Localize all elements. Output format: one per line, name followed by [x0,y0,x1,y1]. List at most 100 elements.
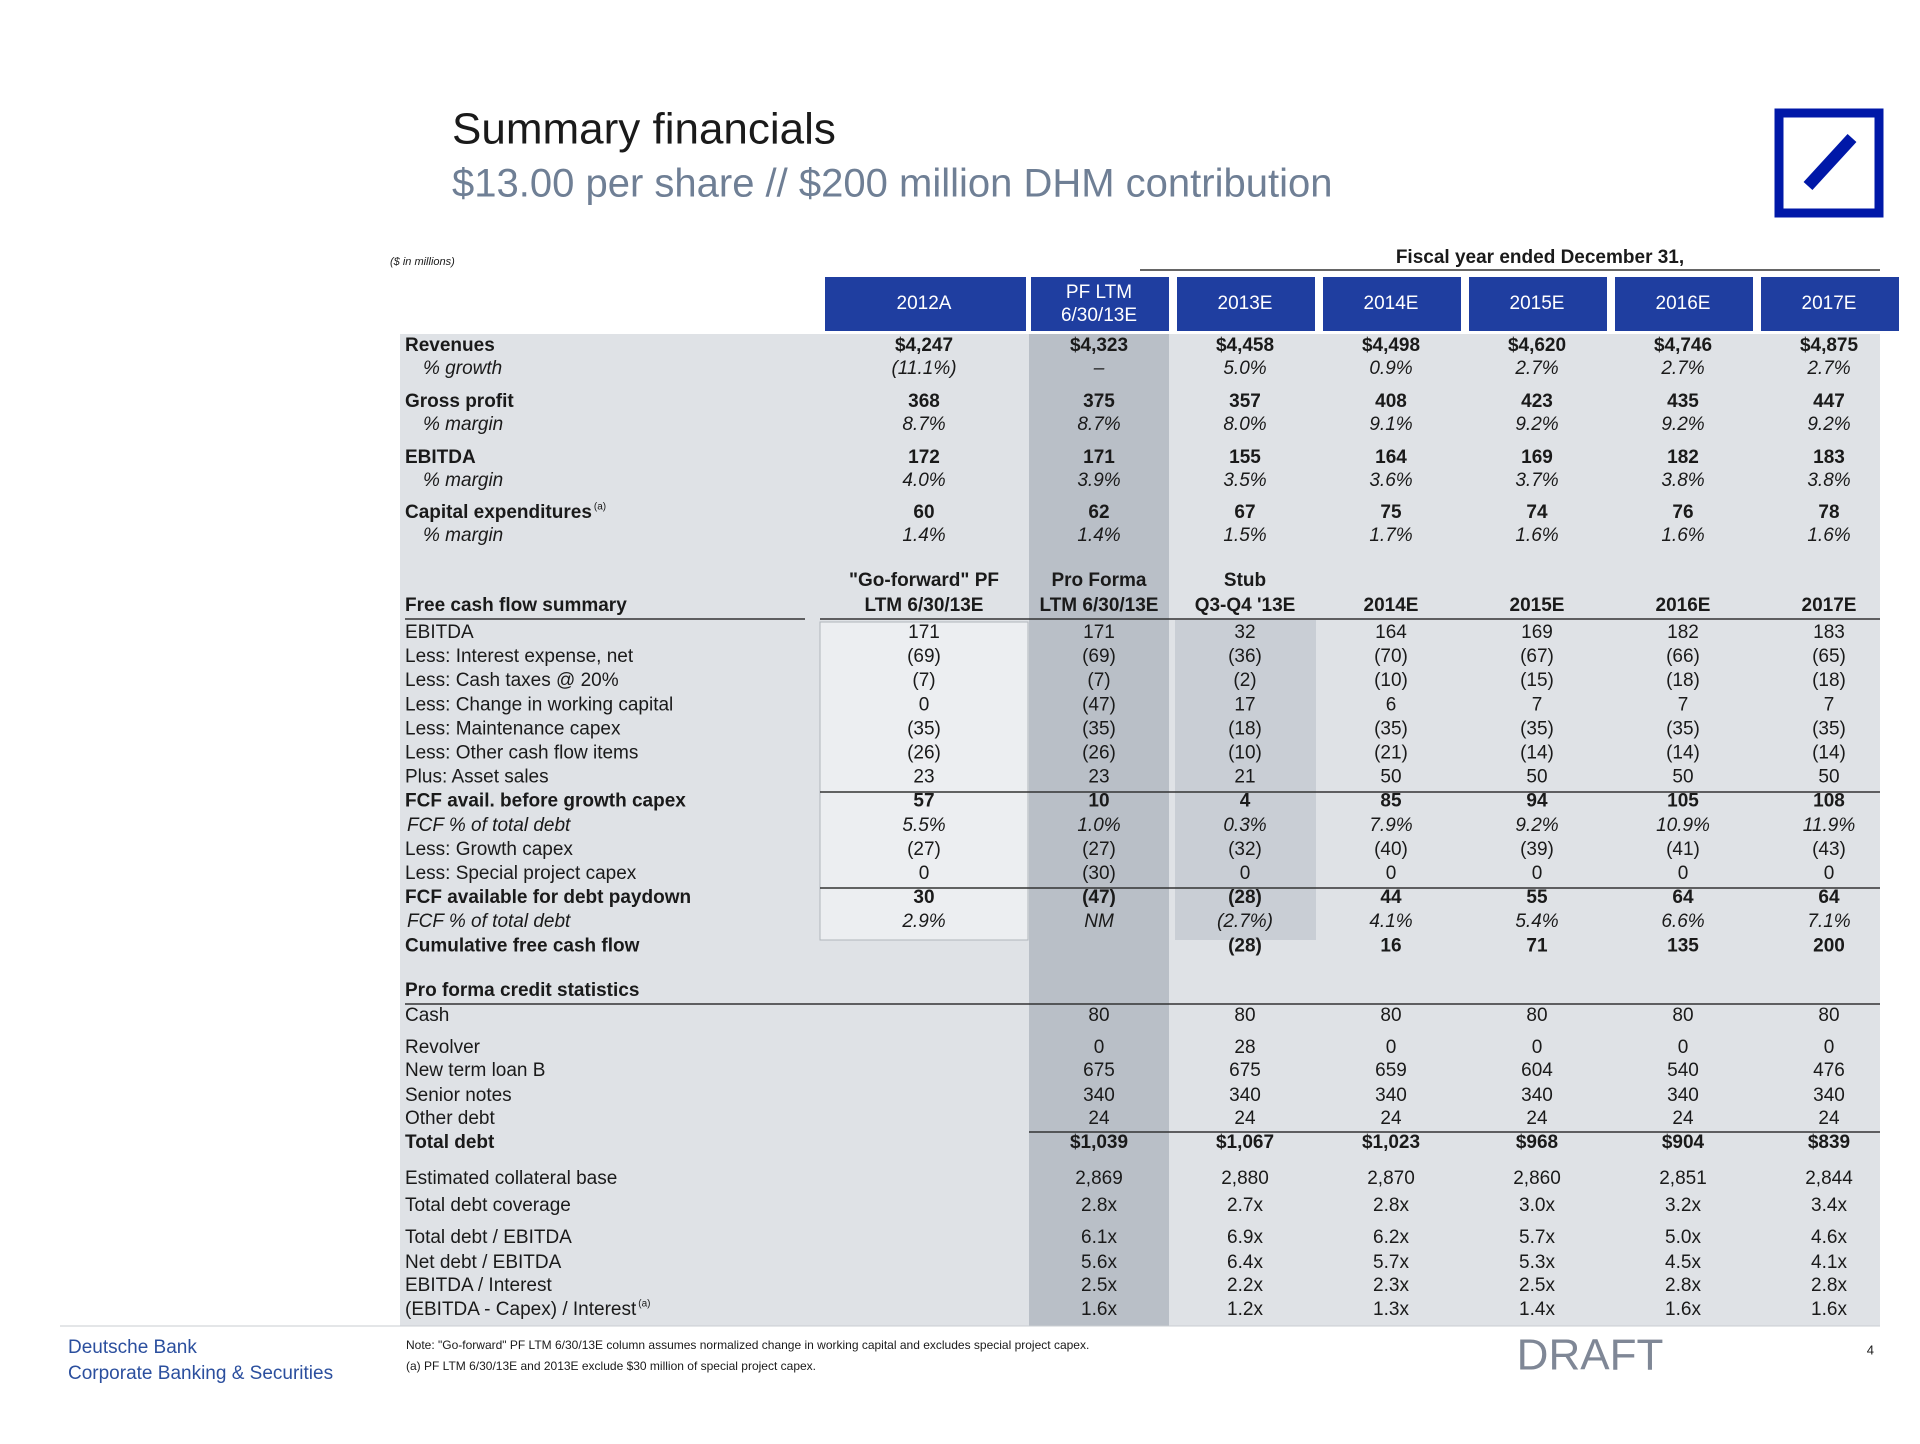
cell-value: 76 [1672,502,1693,523]
cell-value: 172 [908,447,940,468]
cell-value: 171 [1083,622,1115,643]
cell-value: 1.4% [902,525,945,546]
cell-value: 4.0% [902,470,945,491]
cell-value: 2.7% [1806,358,1850,379]
row-label: % margin [423,414,503,435]
cell-value: (35) [1082,718,1116,739]
cell-value: (18) [1812,670,1846,691]
cell-value: (67) [1520,646,1554,667]
cell-value: 368 [908,391,940,412]
cell-value: $4,247 [895,335,953,356]
cell-value: (21) [1374,743,1408,764]
row-label: Total debt / EBITDA [405,1227,572,1248]
cell-value: 7.1% [1807,911,1850,932]
cell-value: (70) [1374,646,1408,667]
cell-value: 171 [908,622,940,643]
cell-value: 5.6x [1081,1252,1117,1273]
cell-value: 50 [1672,767,1693,788]
column-header: 2015E [1510,293,1565,314]
fiscal-label: Fiscal year ended December 31, [1396,247,1684,268]
cell-value: 74 [1526,502,1548,523]
column-header: 2014E [1364,595,1419,616]
cell-value: 2,880 [1221,1168,1269,1189]
units: ($ in millions) [390,256,455,268]
cell-value: (43) [1812,839,1846,860]
row-label: EBITDA / Interest [405,1275,552,1296]
row-label: Plus: Asset sales [405,767,549,788]
cell-value: 3.0x [1519,1195,1555,1216]
cell-value: 21 [1234,767,1255,788]
cell-value: 23 [1088,767,1109,788]
cell-value: (35) [1520,718,1554,739]
page-number: 4 [1867,1342,1874,1357]
cell-value: 2,860 [1513,1168,1561,1189]
column-header: 2015E [1510,595,1565,616]
cell-value: 3.9% [1077,470,1120,491]
cell-value: 5.7x [1519,1227,1555,1248]
cell-value: 5.4% [1515,911,1558,932]
cell-value: 80 [1526,1005,1547,1026]
cell-value: (27) [1082,839,1116,860]
cell-value: 108 [1813,791,1845,812]
cell-value: 2.7% [1514,358,1558,379]
logo-slash [1803,133,1857,191]
cell-value: 2.8x [1811,1275,1847,1296]
cell-value: 183 [1813,447,1845,468]
row-label: % margin [423,470,503,491]
cell-value: 1.3x [1373,1299,1409,1320]
cell-value: 1.6x [1665,1299,1701,1320]
cell-value: 659 [1375,1060,1407,1081]
cell-value: 1.5% [1223,525,1266,546]
cell-value: 55 [1526,887,1548,908]
cell-value: (2) [1233,670,1256,691]
cell-value: 6.6% [1661,911,1704,932]
row-label: FCF % of total debt [407,911,571,932]
row-label: Total debt coverage [405,1195,571,1216]
cell-value: 4.1x [1811,1252,1847,1273]
cell-value: 5.5% [902,815,945,836]
cell-value: 4.1% [1369,911,1412,932]
section-title: Free cash flow summary [405,595,627,616]
column-header-box [1323,277,1461,331]
cell-value: $968 [1516,1132,1558,1153]
column-header: LTM 6/30/13E [865,595,984,616]
cell-value: 2.7x [1227,1195,1263,1216]
cell-value: 0 [1678,863,1689,884]
cell-value: 2.3x [1373,1275,1409,1296]
row-label: % growth [423,358,502,379]
cell-value: (26) [1082,743,1116,764]
cell-value: (47) [1082,694,1116,715]
cell-value: 8.7% [1077,414,1120,435]
row-label: FCF avail. before growth capex [405,791,686,812]
stub-column-shade [1175,620,1316,940]
cell-value: 2.5x [1081,1275,1117,1296]
cell-value: $904 [1662,1132,1705,1153]
cell-value: 357 [1229,391,1261,412]
cell-value: 24 [1380,1108,1402,1129]
cell-value: 30 [913,887,934,908]
cell-value: $1,067 [1216,1132,1274,1153]
cell-value: 80 [1088,1005,1109,1026]
cell-value: 64 [1672,887,1694,908]
cell-value: 3.8% [1661,470,1704,491]
cell-value: 3.7% [1515,470,1558,491]
cell-value: 2.9% [901,911,945,932]
cell-value: 28 [1234,1037,1255,1058]
row-label: Less: Other cash flow items [405,743,638,764]
cell-value: (14) [1812,743,1846,764]
cell-value: 375 [1083,391,1115,412]
cell-value: (18) [1666,670,1700,691]
cell-value: NM [1084,911,1114,932]
cell-value: 11.9% [1803,815,1856,836]
row-label: New term loan B [405,1060,545,1081]
cell-value: (65) [1812,646,1846,667]
cell-value: 62 [1088,502,1109,523]
cell-value: 3.4x [1811,1195,1847,1216]
column-header-box [825,277,1026,331]
cell-value: 1.6x [1081,1299,1117,1320]
cell-value: 1.6x [1811,1299,1847,1320]
cell-value: 6.4x [1227,1252,1263,1273]
column-header: 2016E [1656,595,1711,616]
cell-value: 105 [1667,791,1699,812]
cell-value: – [1093,358,1105,379]
